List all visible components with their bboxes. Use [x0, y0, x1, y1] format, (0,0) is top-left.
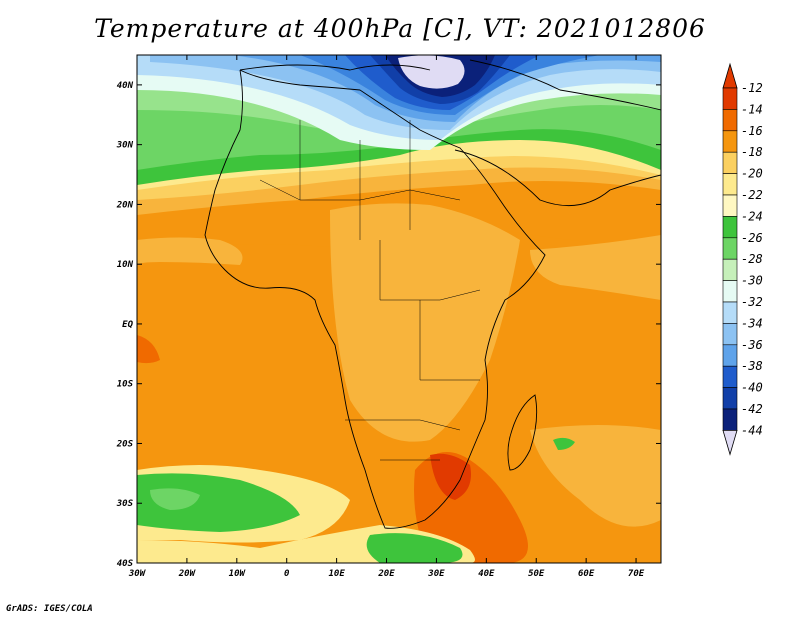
chart-title: Temperature at 400hPa [C], VT: 202101280…: [94, 14, 706, 43]
colorbar-label: -36: [741, 338, 763, 352]
lon-tick-label: 30W: [128, 569, 147, 579]
lon-tick-label: 10E: [328, 569, 345, 579]
colorbar-label: -16: [741, 124, 763, 138]
colorbar-box: [722, 173, 738, 196]
colorbar-box: [722, 323, 738, 346]
colorbar-label: -12: [741, 81, 763, 95]
field-south-minus26: [150, 488, 200, 510]
temperature-field: [137, 55, 661, 563]
lat-tick-label: 40N: [117, 81, 134, 91]
field-highland-minus18: [330, 203, 520, 442]
lat-tick-label: 20N: [116, 200, 134, 210]
colorbar-box: [722, 216, 738, 239]
colorbar-label: -24: [741, 209, 763, 223]
lat-tick-label: 10N: [117, 260, 134, 270]
colorbar-box: [722, 301, 738, 324]
central-borders: [379, 240, 481, 381]
colorbar-box: [722, 387, 738, 410]
field-arabiansea-minus18: [530, 235, 661, 300]
madagascar-coast: [507, 394, 538, 471]
lon-tick-label: 10W: [229, 569, 247, 579]
field-madagascar-cold: [553, 437, 575, 450]
lon-tick-label: 0: [284, 569, 290, 579]
mediterranean-coast: [239, 64, 431, 71]
colorbar-label: -28: [741, 252, 763, 266]
lat-tick-label: 10S: [117, 380, 134, 390]
colorbar-label: -38: [741, 359, 763, 373]
colorbar-label: -22: [741, 188, 763, 202]
colorbar-label: -42: [741, 402, 763, 416]
colorbar-box: [722, 109, 738, 132]
colorbar-top-arrow: [722, 62, 738, 89]
colorbar-box: [722, 130, 738, 153]
colorbar-label: -26: [741, 231, 763, 245]
lon-tick-label: 40E: [478, 569, 495, 579]
colorbar-label: -44: [741, 423, 763, 437]
country-borders: [259, 120, 481, 461]
colorbar-bottom-arrow: [722, 429, 738, 456]
arabia-coast: [454, 149, 661, 207]
colorbar-label: -18: [741, 145, 763, 159]
map-frame: [136, 54, 662, 564]
colorbar-box: [722, 194, 738, 217]
field-westafrica-minus18: [137, 237, 243, 265]
field-coldest: [398, 55, 465, 89]
colorbar-box: [722, 280, 738, 303]
axis-ticks: 30W 20W 10W 0 10E 20E 30E 40E 50E 60E 70E 40N 30N 20N…: [116, 55, 661, 579]
southern-borders: [345, 419, 461, 461]
field-southtip-minus24: [366, 533, 463, 563]
middle-east-border: [469, 59, 661, 111]
colorbar-label: -30: [741, 274, 763, 288]
lon-tick-label: 30E: [427, 569, 445, 579]
lon-tick-label: 50E: [528, 569, 545, 579]
colorbar-label: -32: [741, 295, 763, 309]
colorbar-box: [722, 151, 738, 174]
lon-tick-label: 20W: [178, 569, 197, 579]
lat-tick-label: 40S: [117, 559, 134, 569]
colorbar-label: -34: [741, 316, 763, 330]
africa-coast: [204, 69, 546, 529]
coastlines: [204, 59, 661, 529]
colorbar-box: [722, 237, 738, 260]
field-southeast-minus12: [430, 453, 471, 500]
lat-tick-label: 20S: [116, 439, 134, 449]
colorbar-box: [722, 87, 738, 110]
colorbar-box: [722, 258, 738, 281]
colorbar-label: -14: [741, 102, 763, 116]
colorbar: -12 -14 -16 -18 -20 -22 -24 -26 -28 -30 -32 -34 -36 -…: [722, 62, 763, 456]
field-atlantic-warm: [137, 335, 160, 364]
colorbar-box: [722, 344, 738, 367]
colorbar-label: -40: [741, 381, 763, 395]
lat-tick-label: EQ: [122, 320, 133, 330]
lon-tick-label: 60E: [578, 569, 595, 579]
field-south-minus24: [137, 473, 300, 532]
colorbar-box: [722, 408, 738, 431]
colorbar-label: -20: [741, 167, 763, 181]
credit-text: GrADS: IGES/COLA: [6, 604, 93, 614]
lat-tick-label: 30S: [116, 499, 134, 509]
field-indian-minus18: [530, 425, 661, 527]
sahara-borders: [299, 120, 411, 240]
lon-tick-label: 20E: [377, 569, 395, 579]
colorbar-box: [722, 365, 738, 388]
lon-tick-label: 70E: [628, 569, 645, 579]
lat-tick-label: 30N: [116, 141, 134, 151]
